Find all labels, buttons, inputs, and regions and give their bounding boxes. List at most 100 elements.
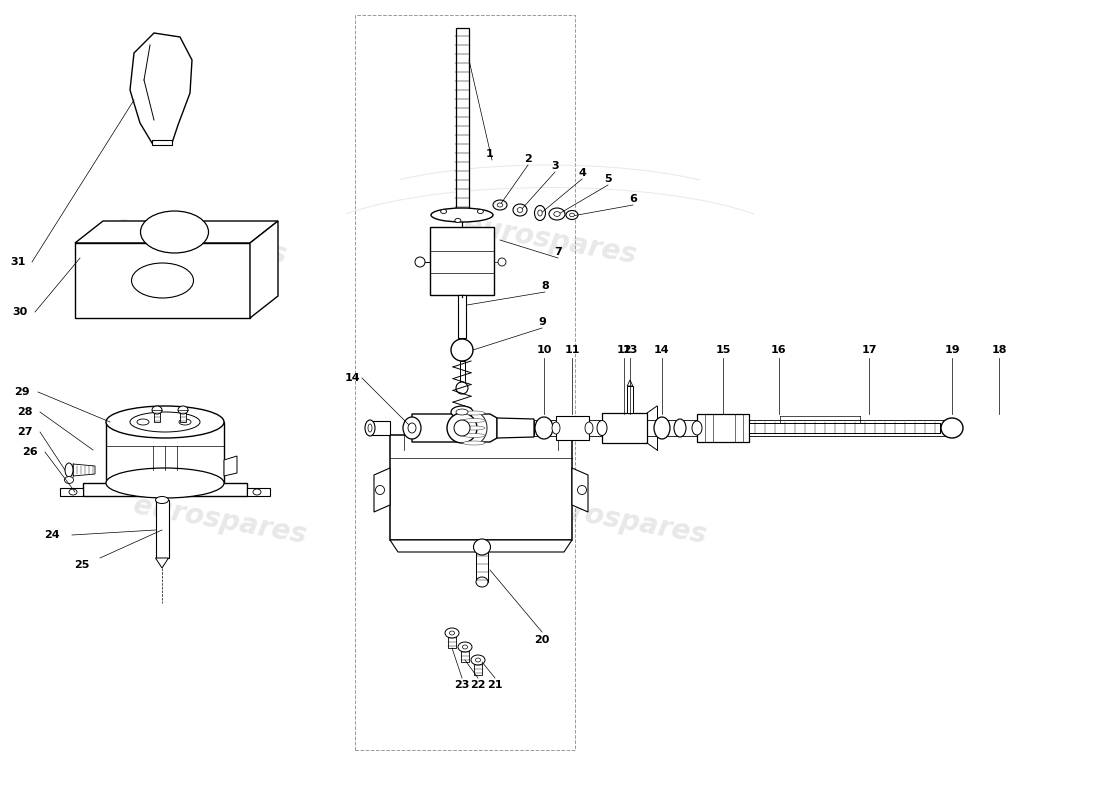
Ellipse shape [654, 417, 670, 439]
Ellipse shape [446, 628, 459, 638]
Ellipse shape [692, 421, 702, 435]
Ellipse shape [65, 463, 73, 477]
Polygon shape [250, 221, 278, 318]
Ellipse shape [674, 419, 686, 437]
Text: 24: 24 [44, 530, 59, 540]
Ellipse shape [463, 441, 485, 445]
Ellipse shape [253, 489, 261, 495]
Text: 27: 27 [18, 427, 33, 437]
Text: 20: 20 [535, 635, 550, 645]
Ellipse shape [368, 424, 372, 432]
Polygon shape [749, 423, 940, 433]
Ellipse shape [597, 421, 607, 435]
Polygon shape [497, 418, 534, 438]
Ellipse shape [141, 211, 209, 253]
Text: 29: 29 [14, 387, 30, 397]
Ellipse shape [178, 406, 188, 414]
Ellipse shape [493, 200, 507, 210]
Ellipse shape [451, 406, 473, 418]
Ellipse shape [179, 419, 191, 425]
Ellipse shape [497, 203, 503, 207]
Polygon shape [697, 414, 749, 442]
Ellipse shape [106, 468, 224, 498]
Polygon shape [390, 540, 572, 552]
Polygon shape [449, 633, 455, 648]
Ellipse shape [553, 212, 560, 216]
Text: 6: 6 [629, 194, 637, 204]
Text: 13: 13 [623, 345, 638, 355]
Polygon shape [75, 243, 250, 318]
Text: 15: 15 [715, 345, 730, 355]
Ellipse shape [570, 214, 574, 217]
Text: 5: 5 [604, 174, 612, 184]
Polygon shape [374, 468, 390, 512]
Ellipse shape [471, 655, 485, 665]
Polygon shape [474, 660, 482, 675]
Polygon shape [224, 456, 236, 476]
Polygon shape [75, 221, 278, 243]
Ellipse shape [451, 339, 473, 361]
Ellipse shape [106, 406, 224, 438]
Ellipse shape [535, 206, 546, 221]
Text: 31: 31 [10, 257, 25, 267]
Ellipse shape [456, 382, 468, 394]
Polygon shape [106, 422, 224, 483]
Ellipse shape [458, 642, 472, 652]
Polygon shape [155, 500, 168, 558]
Ellipse shape [549, 208, 565, 220]
Ellipse shape [454, 218, 461, 222]
Bar [390, 435, 572, 540]
Ellipse shape [940, 418, 962, 438]
Ellipse shape [155, 497, 168, 503]
Polygon shape [60, 488, 82, 496]
Polygon shape [461, 647, 469, 662]
Ellipse shape [463, 418, 485, 422]
Text: 22: 22 [471, 680, 486, 690]
Text: eurospares: eurospares [131, 491, 309, 549]
Ellipse shape [463, 426, 485, 430]
Text: 26: 26 [22, 447, 37, 457]
Polygon shape [73, 464, 95, 476]
Polygon shape [179, 410, 186, 422]
Ellipse shape [461, 412, 487, 444]
Polygon shape [602, 413, 647, 443]
Ellipse shape [463, 411, 485, 415]
Polygon shape [412, 414, 497, 442]
Ellipse shape [463, 434, 485, 438]
Ellipse shape [441, 210, 447, 214]
Ellipse shape [65, 477, 74, 483]
Text: 10: 10 [537, 345, 552, 355]
Polygon shape [248, 488, 270, 496]
Ellipse shape [552, 422, 560, 434]
Text: 12: 12 [616, 345, 631, 355]
Ellipse shape [476, 577, 488, 587]
Polygon shape [455, 28, 469, 215]
Polygon shape [152, 140, 172, 145]
Ellipse shape [473, 539, 491, 555]
Ellipse shape [403, 417, 421, 439]
Polygon shape [155, 558, 168, 568]
Text: 3: 3 [551, 161, 559, 171]
Text: 2: 2 [524, 154, 532, 164]
Ellipse shape [517, 208, 522, 212]
Polygon shape [154, 410, 161, 422]
Bar [430, 227, 494, 295]
Polygon shape [572, 468, 588, 512]
Polygon shape [130, 33, 192, 143]
Ellipse shape [365, 420, 375, 436]
Ellipse shape [513, 204, 527, 216]
Ellipse shape [69, 489, 77, 495]
Text: 28: 28 [18, 407, 33, 417]
Text: 19: 19 [944, 345, 960, 355]
Ellipse shape [152, 406, 162, 414]
Ellipse shape [450, 631, 454, 635]
Text: 30: 30 [12, 307, 28, 317]
Text: 18: 18 [991, 345, 1006, 355]
Text: 25: 25 [75, 560, 90, 570]
Ellipse shape [475, 658, 481, 662]
Text: 17: 17 [861, 345, 877, 355]
Text: 4: 4 [579, 168, 586, 178]
Ellipse shape [132, 263, 194, 298]
Ellipse shape [447, 413, 477, 443]
Ellipse shape [415, 257, 425, 267]
